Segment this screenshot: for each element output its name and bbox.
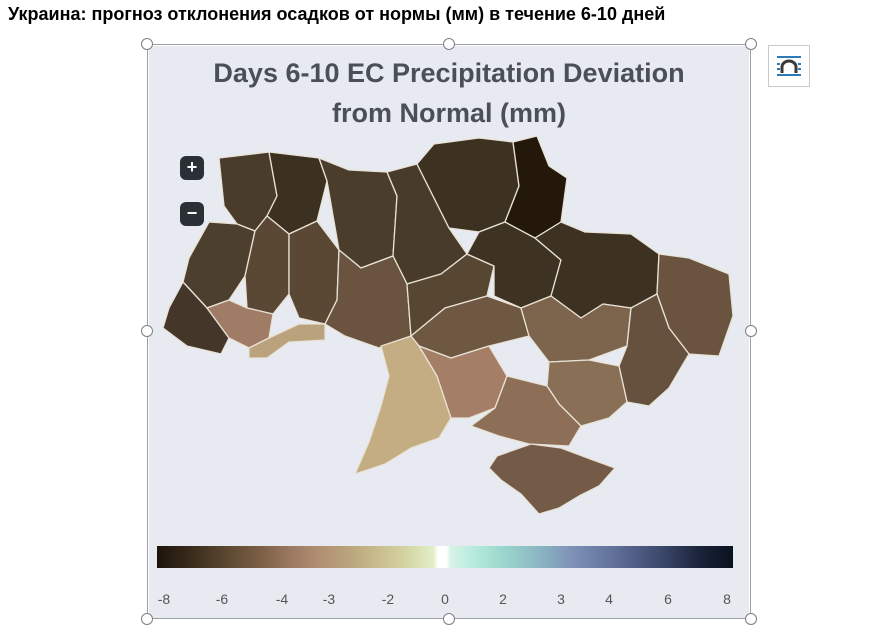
region-donetsk: [618, 293, 690, 407]
zoom-out-button[interactable]: −: [180, 202, 204, 226]
legend-tick: -3: [322, 591, 336, 607]
legend-tick: -2: [381, 591, 395, 607]
zoom-in-button[interactable]: +: [180, 156, 204, 180]
resize-handle-left[interactable]: [141, 325, 153, 337]
legend-tick: 0: [441, 591, 449, 607]
legend-tick: 2: [499, 591, 507, 607]
legend-color-bar: [157, 546, 733, 568]
region-kherson: [470, 375, 582, 447]
region-ivano-frankivsk: [206, 299, 274, 349]
region-ternopil: [244, 215, 290, 315]
legend-tick: 4: [605, 591, 613, 607]
region-khmelnytskyi: [288, 220, 340, 325]
map-card[interactable]: Days 6-10 EC Precipitation Deviation fro…: [149, 46, 749, 618]
legend-tick: -6: [215, 591, 229, 607]
legend-tick: 8: [723, 591, 731, 607]
resize-handle-bottom-left[interactable]: [141, 613, 153, 625]
layout-options-button[interactable]: [768, 45, 810, 87]
legend-tick: 6: [664, 591, 672, 607]
resize-handle-bottom[interactable]: [443, 613, 455, 625]
map-title-line-2: from Normal (mm): [331, 98, 567, 128]
zoom-in-icon: +: [186, 157, 198, 177]
resize-handle-bottom-right[interactable]: [745, 613, 757, 625]
page-heading: Украина: прогноз отклонения осадков от н…: [8, 4, 666, 24]
legend-tick: -8: [157, 591, 171, 607]
resize-handle-top-right[interactable]: [745, 38, 757, 50]
layout-options-icon: [777, 56, 801, 76]
ukraine-map: [162, 135, 734, 515]
map-title-line-1: Days 6-10 EC Precipitation Deviation: [213, 58, 685, 88]
resize-handle-top[interactable]: [443, 38, 455, 50]
zoom-out-icon: −: [186, 203, 198, 223]
resize-handle-right[interactable]: [745, 325, 757, 337]
legend-tick: 3: [557, 591, 565, 607]
region-zakarpattia: [162, 281, 230, 355]
resize-handle-top-left[interactable]: [141, 38, 153, 50]
region-crimea: [488, 443, 616, 515]
region-chernivtsi: [248, 323, 326, 359]
legend-tick: -4: [275, 591, 289, 607]
